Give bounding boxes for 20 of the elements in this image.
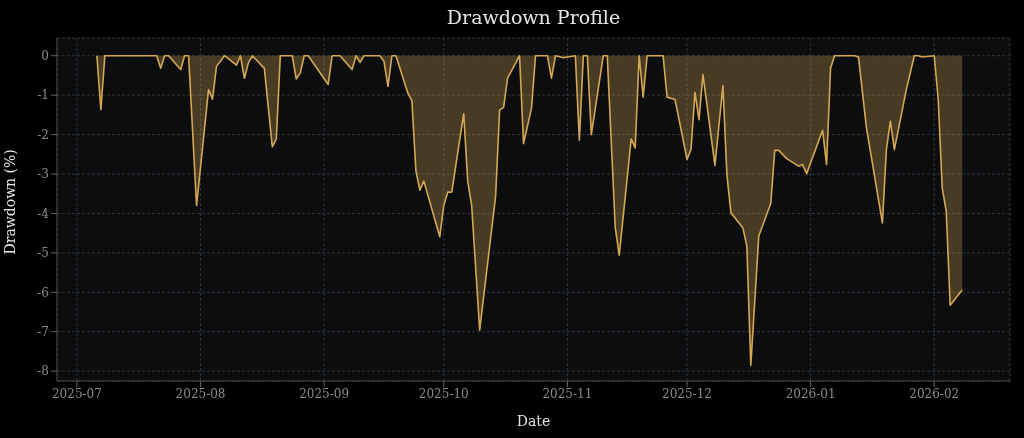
y-tick-label: 0 [41, 49, 49, 63]
x-tick-label: 2025-10 [418, 386, 469, 401]
y-tick-label: -2 [37, 127, 49, 142]
x-tick-label: 2025-07 [52, 386, 102, 401]
x-tick-label: 2025-09 [299, 386, 350, 401]
y-tick-label: -6 [37, 285, 49, 300]
x-tick-label: 2025-11 [542, 386, 593, 401]
x-tick-label: 2026-02 [909, 386, 960, 401]
y-tick-label: -7 [37, 324, 49, 339]
y-axis-title: Drawdown (%) [1, 149, 18, 255]
y-tick-label: -5 [37, 246, 49, 261]
y-tick-label: -8 [37, 364, 49, 379]
y-tick-label: -3 [37, 167, 49, 182]
chart-title: Drawdown Profile [445, 6, 622, 28]
y-tick-label: -4 [37, 206, 50, 221]
x-tick-label: 2025-12 [662, 386, 712, 401]
x-axis-title: Date [516, 413, 551, 429]
y-tick-label: -1 [37, 88, 49, 103]
x-tick-label: 2026-01 [785, 386, 836, 401]
x-tick-label: 2025-08 [175, 386, 226, 401]
